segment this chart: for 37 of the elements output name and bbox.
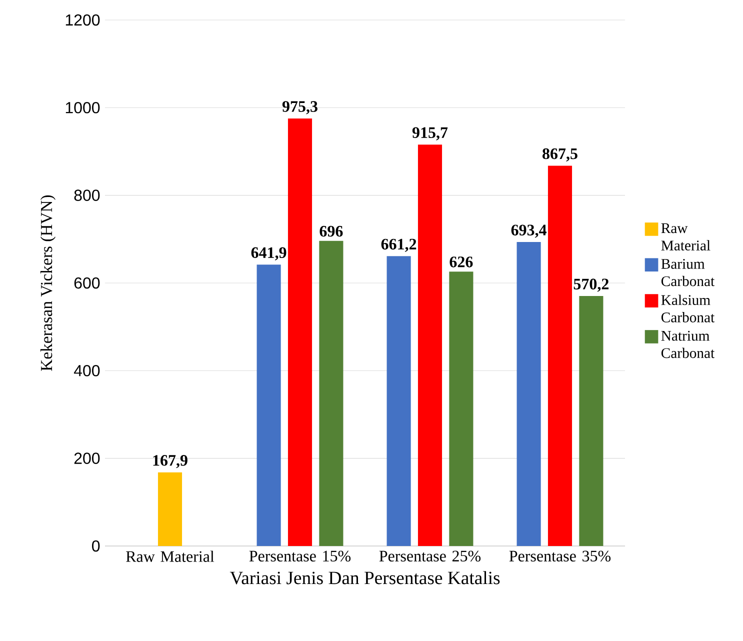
y-axis-title: Kekerasan Vickers (HVN) [40, 195, 56, 371]
data-label: 167,9 [153, 455, 188, 468]
x-axis-title: Variasi Jenis Dan Persentase Katalis [230, 571, 500, 584]
bar [449, 272, 474, 546]
legend-label: Kalsium Carbonat [661, 294, 715, 322]
y-tick-label: 1200 [66, 14, 100, 26]
bar [288, 118, 312, 546]
legend-label: Barium Carbonat [661, 259, 715, 286]
y-tick-label: 200 [74, 452, 100, 464]
data-label: 693,4 [511, 224, 546, 238]
x-tick-label: Persentase 15% [249, 550, 351, 562]
y-tick-label: 800 [74, 190, 100, 201]
data-label: 570,2 [574, 278, 609, 292]
data-label: 915,7 [412, 127, 448, 140]
y-tick-label: 400 [74, 364, 100, 376]
bar [548, 166, 572, 546]
bar [516, 242, 541, 546]
bar [579, 296, 604, 546]
data-label: 626 [450, 256, 473, 268]
bar [386, 256, 411, 546]
bar [158, 472, 182, 546]
x-tick-label: Persentase 35% [509, 550, 611, 562]
x-tick-label: Persentase 25% [379, 550, 481, 562]
y-tick-label: 1000 [66, 102, 100, 114]
data-label: 867,5 [542, 148, 578, 162]
data-label: 661,2 [381, 238, 416, 252]
bar [418, 144, 442, 546]
data-label: 696 [320, 226, 343, 237]
bar [319, 240, 344, 546]
legend-label: Natrium Carbonat [661, 330, 715, 358]
y-tick-label: 0 [92, 540, 100, 552]
bar [256, 264, 281, 546]
data-label: 641,9 [251, 247, 286, 260]
y-tick-label: 600 [74, 277, 100, 289]
x-tick-label: Raw Material [126, 550, 214, 562]
legend-label: Raw Material [661, 223, 710, 250]
data-label: 975,3 [282, 101, 318, 114]
